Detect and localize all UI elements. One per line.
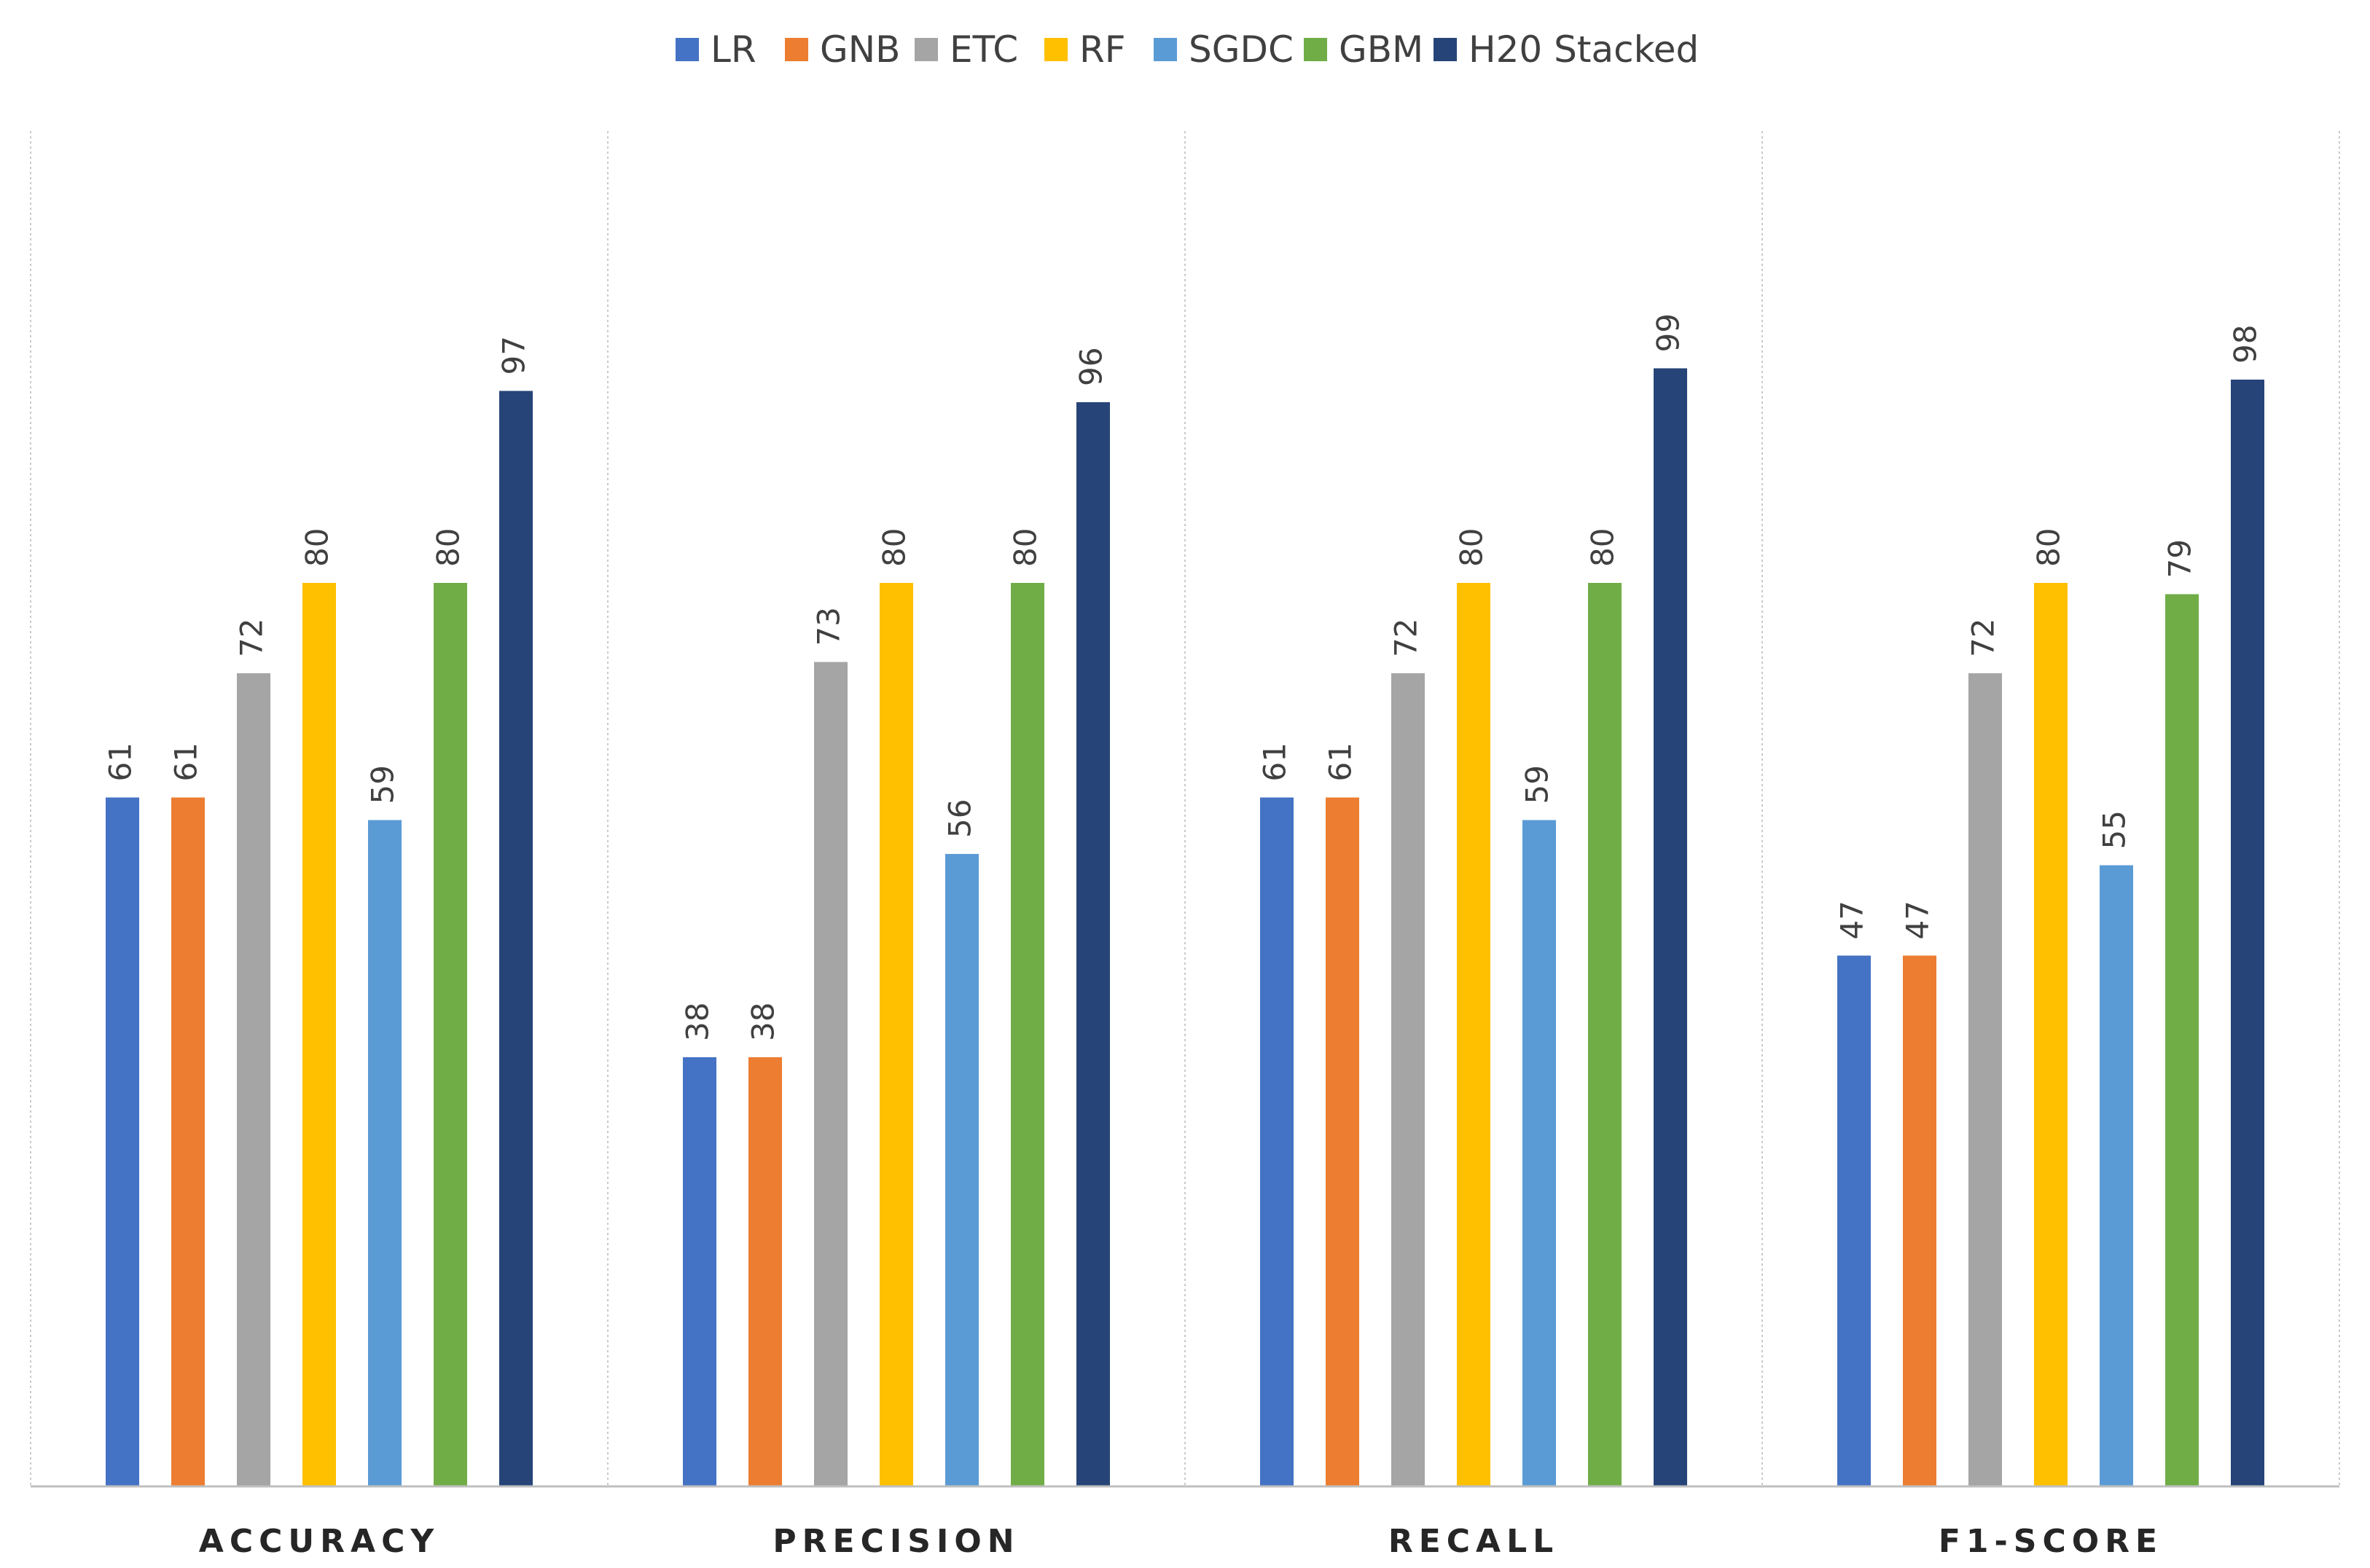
bar-precision-rf <box>880 583 913 1486</box>
value-label-f1-score-gnb: 47 <box>1900 901 1936 939</box>
value-label-precision-sgdc: 56 <box>942 799 978 838</box>
bar-recall-rf <box>1457 583 1490 1486</box>
bar-f1-score-gnb <box>1903 955 1936 1486</box>
legend-swatch-lr <box>676 38 699 61</box>
legend-swatch-sgdc <box>1154 38 1177 61</box>
value-label-recall-gnb: 61 <box>1323 742 1358 781</box>
bar-f1-score-gbm <box>2165 594 2199 1486</box>
legend-label-h20-stacked: H20 Stacked <box>1468 28 1699 71</box>
category-label-recall: RECALL <box>1388 1523 1559 1560</box>
value-label-accuracy-h20-stacked: 97 <box>496 336 532 375</box>
bar-precision-lr <box>683 1057 716 1486</box>
legend-swatch-gbm <box>1304 38 1327 61</box>
bar-precision-etc <box>814 662 848 1486</box>
bar-accuracy-gnb <box>171 797 205 1486</box>
category-separators <box>30 131 2340 1486</box>
bar-accuracy-sgdc <box>368 820 402 1486</box>
legend-label-gnb: GNB <box>820 28 900 71</box>
legend-label-sgdc: SGDC <box>1189 28 1294 71</box>
bar-recall-sgdc <box>1522 820 1556 1486</box>
value-label-accuracy-rf: 80 <box>300 528 335 567</box>
bar-precision-sgdc <box>945 854 979 1486</box>
legend-label-gbm: GBM <box>1339 28 1423 71</box>
bar-accuracy-etc <box>237 673 270 1486</box>
value-label-f1-score-rf: 80 <box>2031 528 2067 567</box>
legend-swatch-h20-stacked <box>1434 38 1457 61</box>
category-label-precision: PRECISION <box>773 1523 1020 1560</box>
value-label-precision-rf: 80 <box>877 528 912 567</box>
value-label-f1-score-h20-stacked: 98 <box>2228 325 2264 364</box>
value-labels: 61 61 72 80 59 80 97 38 38 73 80 56 80 96 61 61 72 80 59 80… <box>103 313 2264 1041</box>
bar-accuracy-rf <box>302 583 336 1486</box>
value-label-recall-rf: 80 <box>1454 528 1490 567</box>
legend-swatch-rf <box>1044 38 1068 61</box>
value-label-recall-sgdc: 59 <box>1520 765 1555 804</box>
value-label-precision-etc: 73 <box>811 607 847 646</box>
value-label-precision-lr: 38 <box>680 1003 716 1041</box>
value-label-precision-gbm: 80 <box>1008 528 1044 567</box>
legend-label-etc: ETC <box>950 28 1018 71</box>
category-labels: ACCURACY PRECISION RECALL F1-SCORE <box>199 1523 2163 1560</box>
bar-recall-lr <box>1260 797 1294 1486</box>
legend-label-rf: RF <box>1079 28 1126 71</box>
bar-recall-h20-stacked <box>1654 368 1687 1486</box>
bar-precision-h20-stacked <box>1076 402 1110 1486</box>
value-label-recall-lr: 61 <box>1257 742 1293 781</box>
legend-swatch-etc <box>915 38 938 61</box>
category-label-f1-score: F1-SCORE <box>1939 1523 2163 1560</box>
bar-precision-gbm <box>1011 583 1044 1486</box>
bar-recall-gnb <box>1326 797 1359 1486</box>
value-label-f1-score-sgdc: 55 <box>2097 810 2132 849</box>
value-label-recall-gbm: 80 <box>1585 528 1621 567</box>
category-label-accuracy: ACCURACY <box>199 1523 439 1560</box>
bar-f1-score-etc <box>1968 673 2002 1486</box>
value-label-f1-score-gbm: 79 <box>2162 539 2198 578</box>
bar-precision-gnb <box>748 1057 782 1486</box>
value-label-f1-score-lr: 47 <box>1834 901 1870 939</box>
legend-label-lr: LR <box>711 28 756 71</box>
value-label-accuracy-lr: 61 <box>103 742 138 781</box>
bar-f1-score-lr <box>1837 955 1871 1486</box>
value-label-recall-h20-stacked: 99 <box>1651 313 1686 352</box>
legend: LR GNB ETC RF SGDC GBM H20 Stacked <box>676 28 1699 71</box>
bar-recall-gbm <box>1588 583 1622 1486</box>
legend-swatch-gnb <box>785 38 808 61</box>
bar-accuracy-h20-stacked <box>499 391 533 1486</box>
value-label-precision-gnb: 38 <box>746 1003 781 1041</box>
bar-accuracy-gbm <box>434 583 467 1486</box>
bar-f1-score-h20-stacked <box>2231 380 2264 1486</box>
value-label-precision-h20-stacked: 96 <box>1073 348 1109 386</box>
value-label-recall-etc: 72 <box>1388 619 1424 657</box>
bar-recall-etc <box>1391 673 1425 1486</box>
value-label-accuracy-sgdc: 59 <box>365 765 401 804</box>
value-label-accuracy-gnb: 61 <box>168 742 204 781</box>
bar-f1-score-sgdc <box>2100 865 2133 1486</box>
bars <box>106 368 2264 1486</box>
value-label-f1-score-etc: 72 <box>1966 619 2001 657</box>
value-label-accuracy-gbm: 80 <box>431 528 466 567</box>
value-label-accuracy-etc: 72 <box>234 619 270 657</box>
bar-accuracy-lr <box>106 797 139 1486</box>
bar-f1-score-rf <box>2034 583 2068 1486</box>
